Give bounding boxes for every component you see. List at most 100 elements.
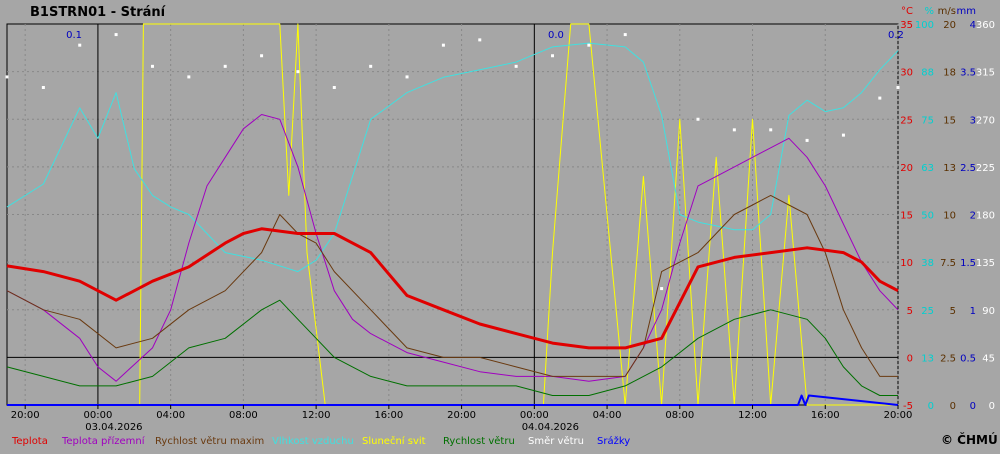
axis-tick-label: 50 [921,211,934,222]
wind-direction-point [732,128,736,132]
wind-direction-point [41,86,45,89]
axis-tick-label: 4 [970,20,976,31]
axis-unit-label: °C [901,6,913,17]
axis-tick-label: 20 [900,163,913,174]
legend-item: Vlhkost vzduchu [272,436,354,447]
x-date-label: 04.04.2026 [522,422,579,433]
wind-direction-point [332,86,336,89]
x-tick-label: 04:00 [593,410,622,421]
precip-total-label: 0.1 [66,30,82,41]
x-tick-label: 00:00 [84,410,113,421]
series-line-srazky [7,394,899,406]
axis-tick-label: 0 [989,401,995,412]
x-tick-label: 08:00 [229,410,258,421]
axis-unit-label: mm [957,6,976,17]
axis-tick-label: 225 [976,163,995,174]
axis-tick-label: 1.5 [960,258,976,269]
axis-tick-label: 270 [976,115,995,126]
axis-tick-label: 13 [943,163,956,174]
x-tick-label: 00:00 [520,410,549,421]
wind-direction-point [896,86,900,89]
axis-tick-label: 88 [921,68,934,79]
x-date-label: 03.04.2026 [85,422,142,433]
x-tick-label: 20:00 [447,410,476,421]
x-tick-label: 20:00 [11,410,40,421]
grid [7,24,899,405]
axis-tick-label: 360 [976,20,995,31]
wind-direction-point [696,117,700,121]
axis-tick-label: 5 [907,306,913,317]
axis-tick-label: 13 [921,353,934,364]
axis-tick-label: 10 [900,258,913,269]
axis-tick-label: 0 [950,401,956,412]
series-line-rychlost-vetru-maxim [6,194,898,377]
precip-total-label: 0.2 [888,30,904,41]
axis-tick-label: 25 [900,115,913,126]
x-tick-label: 08:00 [665,410,694,421]
axis-tick-label: 2 [970,211,976,222]
copyright-label: © ČHMÚ [941,432,998,447]
axes-layer: 0.1 0.0 0.2 20:00 00:00 04:00 08:00 12:00 16:00 2… [11,6,995,433]
axis-unit-label: m/s [938,6,956,17]
x-tick-label: 12:00 [302,410,331,421]
axis-tick-label: 20 [943,20,956,31]
legend-item: Sluneční svit [362,435,426,447]
wind-direction-point [5,75,9,79]
chart-title: B1STRN01 - Strání [30,5,167,20]
axis-tick-label: 18 [943,68,956,79]
axis-tick-label: 25 [921,306,934,317]
wind-direction-point [841,133,845,137]
wind-direction-point [441,43,445,47]
series-line-rychlost-vetru [6,299,898,396]
axis-tick-label: 38 [921,258,934,269]
axis-tick-label: 315 [976,68,995,79]
wind-direction-point [114,33,118,37]
wind-direction-point [660,287,664,291]
axis-tick-label: 135 [976,258,995,269]
wind-direction-point [514,64,518,68]
wind-direction-point [78,43,82,47]
axis-tick-label: 2.5 [940,353,956,364]
wind-direction-point [805,138,809,142]
wind-direction-point [551,54,555,58]
axis-unit-label: % [924,6,934,17]
axis-tick-label: 0 [970,401,976,412]
wind-direction-point [878,96,882,100]
axis-tick-label: 63 [921,163,934,174]
x-tick-label: 04:00 [156,410,185,421]
series-layer [5,23,900,406]
axis-tick-label: 10 [943,211,956,222]
wind-direction-point [223,64,227,68]
axis-tick-label: 0 [928,401,934,412]
axis-tick-label: 75 [921,115,934,126]
wind-direction-point [150,64,154,68]
wind-direction-point [587,43,591,47]
axis-tick-label: 15 [943,115,956,126]
axis-tick-label: 7.5 [940,258,956,269]
wind-direction-point [623,33,627,37]
legend-item: Teplota přízemní [61,435,146,447]
series-line-teplota [6,227,899,350]
x-tick-label: 16:00 [374,410,403,421]
legend-item: Srážky [597,435,630,447]
axis-tick-label: 90 [982,306,995,317]
legend-item: Rychlost větru maxim [155,435,264,447]
precip-total-label: 0.0 [548,30,564,41]
legend: Teplota Teplota přízemní Rychlost větru ma… [11,435,630,447]
axis-tick-label: 0 [907,353,913,364]
axis-tick-label: 15 [900,211,913,222]
axis-tick-label: 30 [900,68,913,79]
axis-tick-label: 45 [982,353,995,364]
series-line-vlhkost-vzduchu [6,42,899,273]
wind-direction-point [260,54,264,58]
wind-direction-point [296,70,300,74]
axis-tick-label: 180 [976,211,995,222]
series-line-teplota-prizemni [6,114,899,382]
axis-tick-label: -5 [903,401,913,412]
legend-item: Teplota [11,436,48,447]
legend-item: Rychlost větru [443,435,515,447]
axis-tick-label: 3.5 [960,68,976,79]
wind-direction-point [369,64,373,68]
